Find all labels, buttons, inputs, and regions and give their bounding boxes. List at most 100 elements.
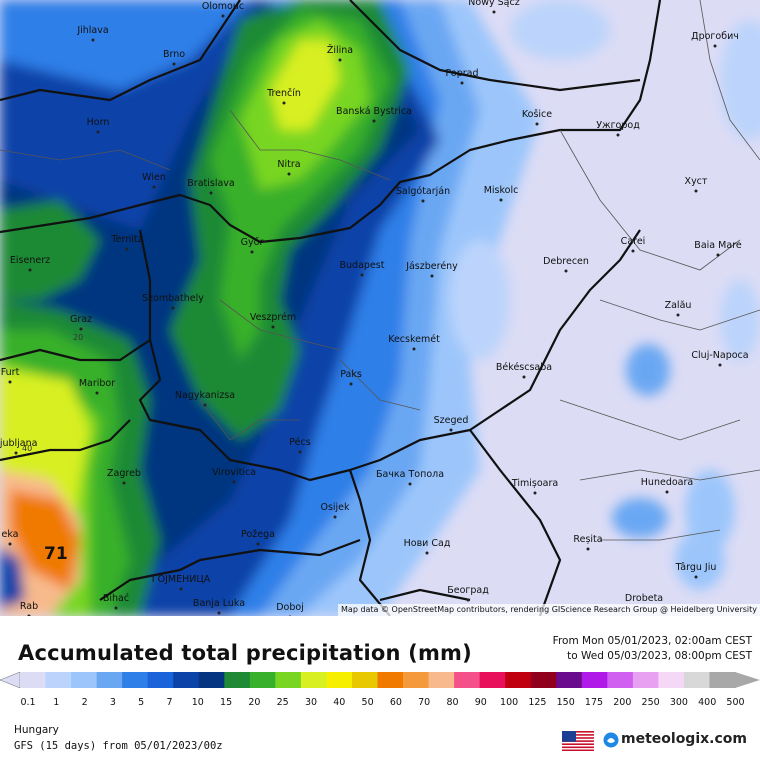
city-label: Banja Luka <box>192 598 246 609</box>
city-dot <box>203 403 207 407</box>
contour-label-40: 40 <box>22 444 33 453</box>
city-dot <box>499 198 503 202</box>
city-dot <box>349 382 353 386</box>
scale-swatch <box>71 672 98 688</box>
city-label: Doboj <box>276 602 304 613</box>
scale-swatch <box>377 672 404 688</box>
precipitation-field <box>0 0 760 616</box>
city-label: Graz <box>69 314 93 325</box>
scale-swatch <box>658 672 685 688</box>
city-label: Bratislava <box>187 178 235 189</box>
city-label: Ljubljana <box>0 438 38 449</box>
city-dot <box>716 253 720 257</box>
scale-tick-label: 200 <box>613 697 632 708</box>
city-label: Békéscsaba <box>495 362 553 373</box>
city-dot <box>466 598 470 602</box>
city-label: Požega <box>241 529 275 540</box>
scale-swatch <box>224 672 251 688</box>
city-label: Szombathely <box>142 293 204 304</box>
city-dot <box>535 122 539 126</box>
scale-swatch <box>45 672 72 688</box>
city-label: Furt <box>0 367 20 378</box>
scale-arrow-left <box>0 671 21 689</box>
city-label: Virovitica <box>211 467 257 478</box>
city-label: Miskolc <box>483 185 519 196</box>
city-label: Baia Mare <box>694 240 742 251</box>
brand-link[interactable]: meteologix.com <box>621 731 747 747</box>
city-dot <box>298 450 302 454</box>
city-dot <box>586 547 590 551</box>
city-label: Wien <box>142 172 166 183</box>
city-dot <box>171 306 175 310</box>
scale-swatch <box>351 672 378 688</box>
city-label: Târgu Jiu <box>675 562 717 573</box>
city-dot <box>125 247 129 251</box>
city-label: Trenčín <box>267 88 301 99</box>
scale-swatch <box>300 672 327 688</box>
scale-swatch <box>454 672 481 688</box>
scale-tick-label: 25 <box>276 697 289 708</box>
city-label: Нови Сад <box>403 538 451 549</box>
scale-swatch <box>173 672 200 688</box>
city-dot <box>408 482 412 486</box>
city-dot <box>430 274 434 278</box>
city-dot <box>179 587 183 591</box>
city-dot <box>631 249 635 253</box>
city-label: Eisenerz <box>9 255 51 266</box>
city-dot <box>522 375 526 379</box>
city-dot <box>232 480 236 484</box>
city-dot <box>250 250 254 254</box>
city-dot <box>28 268 32 272</box>
map-attribution[interactable]: Map data © OpenStreetMap contributors, r… <box>338 604 760 616</box>
scale-tick-label: 5 <box>138 697 145 708</box>
scale-tick-label: 100 <box>500 697 519 708</box>
city-dot <box>718 363 722 367</box>
scale-swatch <box>147 672 174 688</box>
city-dot <box>79 327 83 331</box>
city-label: Pécs <box>289 437 311 448</box>
city-label: Győr <box>240 237 264 248</box>
city-label: Salgótarján <box>395 186 451 197</box>
city-label: Budapest <box>339 260 385 271</box>
city-dot <box>616 133 620 137</box>
city-dot <box>256 542 260 546</box>
scale-tick-label: 15 <box>220 697 233 708</box>
scale-swatch <box>403 672 430 688</box>
scale-swatch <box>505 672 532 688</box>
city-dot <box>676 313 680 317</box>
city-dot <box>694 575 698 579</box>
city-label: Бачка Топола <box>375 469 445 480</box>
scale-tick-label: 7 <box>166 697 173 708</box>
precipitation-map[interactable]: Olomouc Nowy Sącz Jihlava Brno Žilina Poprad Д… <box>0 0 760 616</box>
us-flag-icon[interactable] <box>562 731 594 751</box>
city-dot <box>492 10 496 14</box>
city-label: ГОЈМЕНИЦА <box>151 574 211 585</box>
city-label: Jászberény <box>406 261 458 272</box>
city-label: Београд <box>447 585 489 596</box>
model-run: GFS (15 days) from 05/01/2023/00z <box>14 740 223 752</box>
city-label: Szeged <box>433 415 469 426</box>
city-dot <box>360 273 364 277</box>
city-label: Nagykanizsa <box>174 390 236 401</box>
city-label: Хуст <box>684 176 708 187</box>
scale-swatch <box>607 672 634 688</box>
scale-tick-label: 50 <box>361 697 374 708</box>
city-dot <box>91 38 95 42</box>
scale-tick-label: 150 <box>556 697 575 708</box>
city-dot <box>217 611 221 615</box>
city-dot <box>122 481 126 485</box>
city-dot <box>96 130 100 134</box>
scale-swatch <box>20 672 47 688</box>
scale-swatch <box>428 672 455 688</box>
city-dot <box>460 81 464 85</box>
city-label: Zagreb <box>107 468 141 479</box>
contour-label-20: 20 <box>73 333 84 342</box>
city-dot <box>8 380 12 384</box>
city-dot <box>271 325 275 329</box>
city-label: Olomouc <box>201 1 245 12</box>
city-label: Poprad <box>445 68 479 79</box>
scale-tick-label: 125 <box>528 697 547 708</box>
scale-tick-label: 0.1 <box>20 697 36 708</box>
scale-swatch <box>122 672 149 688</box>
city-label: Košice <box>521 109 553 120</box>
